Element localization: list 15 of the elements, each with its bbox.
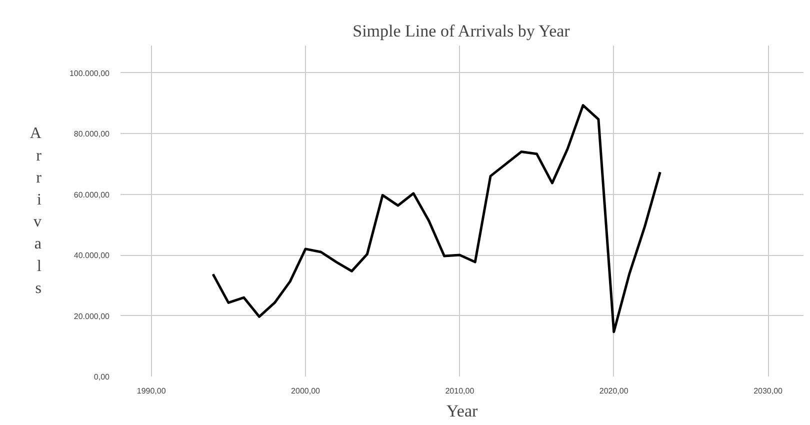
y-tick-label: 20.000,00 xyxy=(74,312,110,321)
x-tick-label: 2020,00 xyxy=(599,386,629,396)
y-tick-label: 40.000,00 xyxy=(74,251,110,260)
x-tick-label: 2010,00 xyxy=(445,386,475,396)
y-tick-label: 80.000,00 xyxy=(74,130,110,139)
y-tick-label: 60.000,00 xyxy=(74,190,110,200)
x-tick-label: 1990,00 xyxy=(136,386,166,396)
y-tick-label: 100.000,00 xyxy=(69,68,110,78)
x-tick-label: 2030,00 xyxy=(754,386,784,396)
x-tick-label: 2000,00 xyxy=(291,386,321,396)
y-axis-title: Arrivals xyxy=(30,125,42,297)
line-series xyxy=(212,104,662,334)
y-tick-label: 0,00 xyxy=(94,372,110,382)
x-axis-title: Year xyxy=(446,402,478,420)
chart-title: Simple Line of Arrivals by Year xyxy=(352,22,570,40)
